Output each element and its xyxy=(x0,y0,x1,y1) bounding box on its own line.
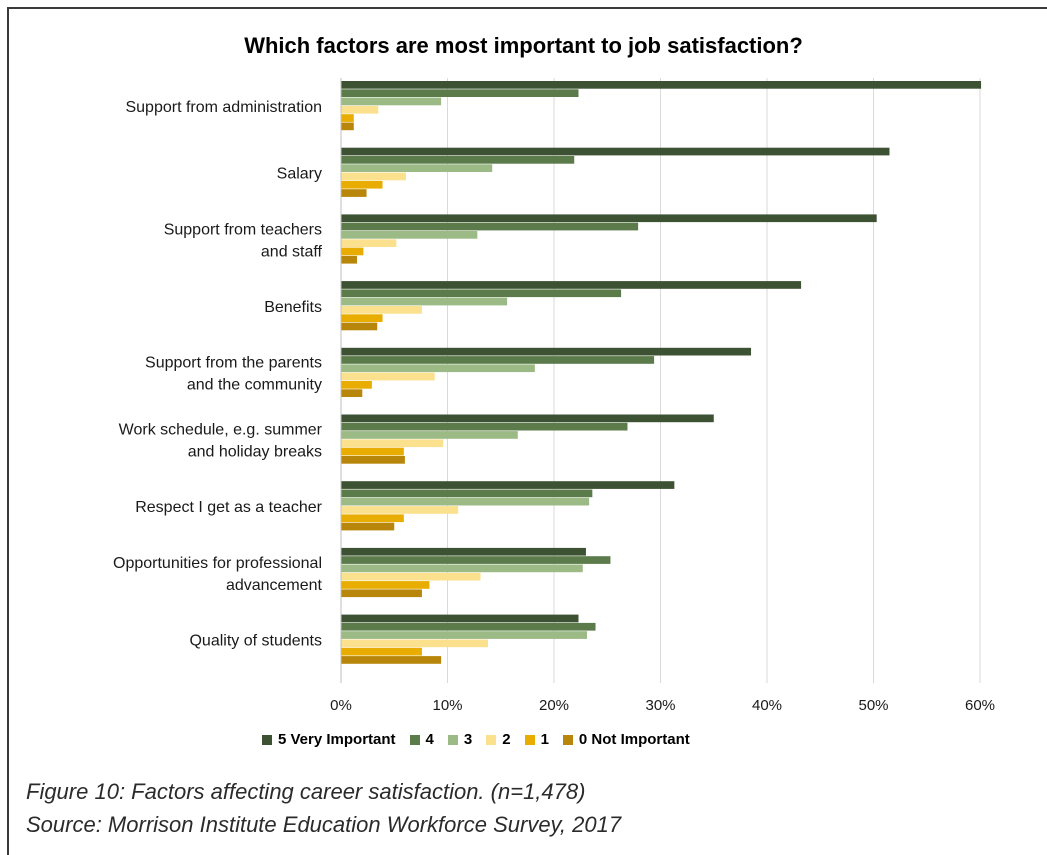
figure-source: Source: Morrison Institute Education Wor… xyxy=(26,812,622,837)
legend-item: 1 xyxy=(524,731,549,748)
bar-3-5 xyxy=(341,439,444,448)
legend-item: 5 Very Important xyxy=(262,731,396,748)
bar-4-6 xyxy=(341,514,404,523)
category-label: Support from administration xyxy=(125,99,322,116)
bar-4-1 xyxy=(341,180,383,189)
bar-0-2 xyxy=(341,214,877,223)
category-label: Work schedule, e.g. summer xyxy=(119,421,323,438)
legend-swatch xyxy=(524,734,535,745)
x-tick-label: 40% xyxy=(752,697,782,714)
bar-3-0 xyxy=(341,105,379,114)
legend-swatch xyxy=(262,734,272,745)
bar-1-5 xyxy=(341,422,628,431)
bar-4-7 xyxy=(341,581,430,589)
bar-3-4 xyxy=(341,372,435,381)
bar-3-2 xyxy=(341,239,397,247)
category-label: Opportunities for professional xyxy=(113,555,322,572)
bar-5-5 xyxy=(341,456,405,464)
bar-5-7 xyxy=(341,589,422,598)
bar-2-8 xyxy=(341,631,588,639)
category-label: and the community xyxy=(187,377,322,394)
bar-4-3 xyxy=(341,314,383,322)
bar-5-4 xyxy=(341,389,363,397)
bar-5-6 xyxy=(341,522,395,531)
legend-item: 2 xyxy=(486,731,511,748)
figure-frame xyxy=(7,7,1047,855)
category-label: and staff xyxy=(261,243,323,260)
bar-0-5 xyxy=(341,414,714,423)
bar-0-0 xyxy=(341,81,982,89)
legend-label: 1 xyxy=(540,731,549,748)
legend-item: 0 Not Important xyxy=(562,731,690,748)
bar-3-6 xyxy=(341,506,459,514)
bar-4-4 xyxy=(341,381,372,389)
bar-5-8 xyxy=(341,656,442,664)
bar-1-1 xyxy=(341,156,575,164)
category-label: Salary xyxy=(277,166,322,183)
bar-5-3 xyxy=(341,322,378,331)
category-label: Respect I get as a teacher xyxy=(135,499,322,516)
legend-item: 4 xyxy=(409,731,434,748)
chart-title: Which factors are most important to job … xyxy=(244,33,803,58)
bar-2-4 xyxy=(341,364,535,373)
x-tick-label: 60% xyxy=(965,697,995,714)
bar-2-6 xyxy=(341,497,590,506)
bar-4-2 xyxy=(341,247,364,256)
bar-0-3 xyxy=(341,281,802,289)
legend-swatch xyxy=(562,734,573,745)
bar-1-4 xyxy=(341,356,655,364)
legend-label: 4 xyxy=(425,731,434,748)
bar-3-8 xyxy=(341,639,488,648)
bar-5-1 xyxy=(341,189,367,197)
bar-0-7 xyxy=(341,547,586,556)
bar-4-8 xyxy=(341,647,422,656)
legend-label: 2 xyxy=(502,731,511,748)
bar-5-0 xyxy=(341,122,354,131)
category-label: Benefits xyxy=(264,299,322,316)
figure-caption: Figure 10: Factors affecting career sati… xyxy=(26,779,586,804)
legend-swatch xyxy=(486,734,497,745)
bar-1-2 xyxy=(341,222,639,231)
bar-0-8 xyxy=(341,614,579,623)
bar-2-3 xyxy=(341,297,508,306)
legend-label: 3 xyxy=(463,731,473,748)
bar-0-6 xyxy=(341,481,675,489)
bar-0-1 xyxy=(341,147,890,156)
bar-1-7 xyxy=(341,556,611,564)
x-tick-label: 50% xyxy=(858,697,888,714)
bar-2-5 xyxy=(341,431,518,439)
legend-label: 5 Very Important xyxy=(278,731,396,748)
x-tick-label: 0% xyxy=(330,697,352,714)
bar-1-3 xyxy=(341,289,622,298)
bar-1-0 xyxy=(341,89,579,97)
x-tick-label: 10% xyxy=(432,697,462,714)
bar-5-2 xyxy=(341,255,357,264)
bar-2-0 xyxy=(341,97,442,106)
bar-0-4 xyxy=(341,347,752,356)
bar-2-7 xyxy=(341,564,583,573)
bar-4-5 xyxy=(341,447,404,456)
legend-label: 0 Not Important xyxy=(578,731,690,748)
legend-swatch xyxy=(409,734,420,745)
x-tick-label: 30% xyxy=(645,697,675,714)
category-label: Support from the parents xyxy=(145,355,322,372)
legend-swatch xyxy=(447,734,458,745)
legend-item: 3 xyxy=(447,731,473,748)
bar-1-6 xyxy=(341,489,593,498)
bar-3-7 xyxy=(341,572,481,581)
category-label: Support from teachers xyxy=(164,221,322,238)
bar-1-8 xyxy=(341,622,596,631)
chart-legend: 5 Very Important 4 3 2 1 0 Not Important xyxy=(262,731,704,748)
category-label: Quality of students xyxy=(189,633,322,650)
category-label: and holiday breaks xyxy=(188,443,322,460)
bar-3-3 xyxy=(341,306,422,314)
bar-3-1 xyxy=(341,172,406,181)
x-tick-label: 20% xyxy=(539,697,569,714)
bar-4-0 xyxy=(341,114,354,122)
bar-2-2 xyxy=(341,231,478,239)
bar-2-1 xyxy=(341,164,493,172)
category-label: advancement xyxy=(226,577,323,594)
